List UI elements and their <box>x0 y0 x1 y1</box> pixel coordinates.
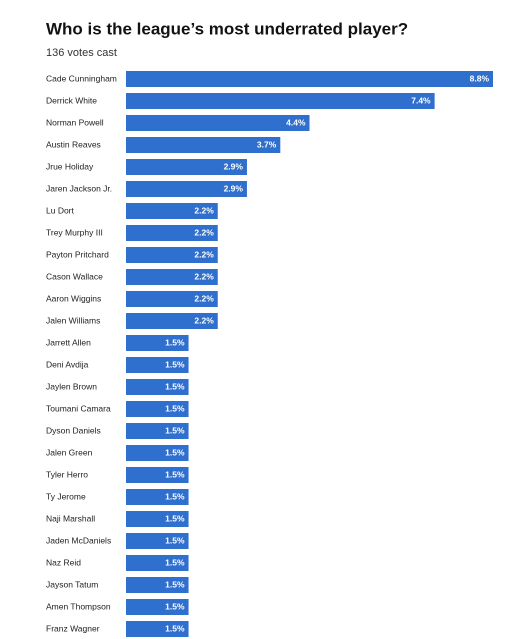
value-label: 1.5% <box>165 447 185 457</box>
category-label: Austin Reaves <box>46 139 101 149</box>
bar <box>126 335 189 351</box>
bar <box>126 247 218 263</box>
value-label: 2.9% <box>224 183 244 193</box>
category-label: Ty Jerome <box>46 491 86 501</box>
value-label: 2.2% <box>194 293 214 303</box>
bar <box>126 445 189 461</box>
chart-title: Who is the league’s most underrated play… <box>46 19 408 38</box>
category-label: Jayson Tatum <box>46 579 98 589</box>
category-label: Tyler Herro <box>46 469 88 479</box>
category-label: Aaron Wiggins <box>46 293 101 303</box>
value-label: 1.5% <box>165 557 185 567</box>
bar <box>126 577 189 593</box>
bar <box>126 599 189 615</box>
bar <box>126 379 189 395</box>
category-label: Amen Thompson <box>46 601 111 611</box>
bar <box>126 71 493 87</box>
value-label: 2.9% <box>224 161 244 171</box>
category-label: Jalen Williams <box>46 315 100 325</box>
value-label: 1.5% <box>165 403 185 413</box>
bar <box>126 621 189 637</box>
category-label: Payton Pritchard <box>46 249 109 259</box>
category-label: Dyson Daniels <box>46 425 101 435</box>
bar <box>126 225 218 241</box>
value-label: 1.5% <box>165 513 185 523</box>
bar <box>126 357 189 373</box>
bar <box>126 137 281 153</box>
value-label: 1.5% <box>165 359 185 369</box>
bar <box>126 159 247 175</box>
value-label: 2.2% <box>194 271 214 281</box>
value-label: 1.5% <box>165 535 185 545</box>
bar <box>126 533 189 549</box>
category-label: Lu Dort <box>46 205 75 215</box>
bar <box>126 467 189 483</box>
category-label: Cade Cunningham <box>46 73 117 83</box>
category-label: Cason Wallace <box>46 271 103 281</box>
category-label: Jrue Holiday <box>46 161 94 171</box>
value-label: 2.2% <box>194 227 214 237</box>
value-label: 1.5% <box>165 579 185 589</box>
value-label: 4.4% <box>286 117 306 127</box>
value-label: 1.5% <box>165 469 185 479</box>
category-label: Jaden McDaniels <box>46 535 111 545</box>
category-label: Deni Avdija <box>46 359 89 369</box>
value-label: 1.5% <box>165 601 185 611</box>
category-label: Franz Wagner <box>46 623 100 633</box>
bar <box>126 181 247 197</box>
category-label: Derrick White <box>46 95 97 105</box>
value-label: 1.5% <box>165 337 185 347</box>
category-label: Naji Marshall <box>46 513 95 523</box>
value-label: 7.4% <box>411 95 431 105</box>
category-label: Jarrett Allen <box>46 337 91 347</box>
value-label: 1.5% <box>165 623 185 633</box>
value-label: 1.5% <box>165 491 185 501</box>
category-label: Jaylen Brown <box>46 381 97 391</box>
bar <box>126 115 310 131</box>
category-label: Jaren Jackson Jr. <box>46 183 112 193</box>
category-label: Toumani Camara <box>46 403 111 413</box>
value-label: 2.2% <box>194 205 214 215</box>
bar <box>126 511 189 527</box>
value-label: 2.2% <box>194 315 214 325</box>
bar <box>126 423 189 439</box>
category-label: Norman Powell <box>46 117 104 127</box>
bar <box>126 555 189 571</box>
category-label: Jalen Green <box>46 447 93 457</box>
category-label: Naz Reid <box>46 557 81 567</box>
category-label: Trey Murphy III <box>46 227 103 237</box>
value-label: 8.8% <box>470 73 490 83</box>
value-label: 1.5% <box>165 381 185 391</box>
chart-subtitle: 136 votes cast <box>46 47 117 59</box>
value-label: 1.5% <box>165 425 185 435</box>
bar <box>126 269 218 285</box>
bar <box>126 203 218 219</box>
bar <box>126 489 189 505</box>
value-label: 3.7% <box>257 139 277 149</box>
value-label: 2.2% <box>194 249 214 259</box>
bar <box>126 313 218 329</box>
bar <box>126 401 189 417</box>
bar <box>126 93 435 109</box>
bar <box>126 291 218 307</box>
